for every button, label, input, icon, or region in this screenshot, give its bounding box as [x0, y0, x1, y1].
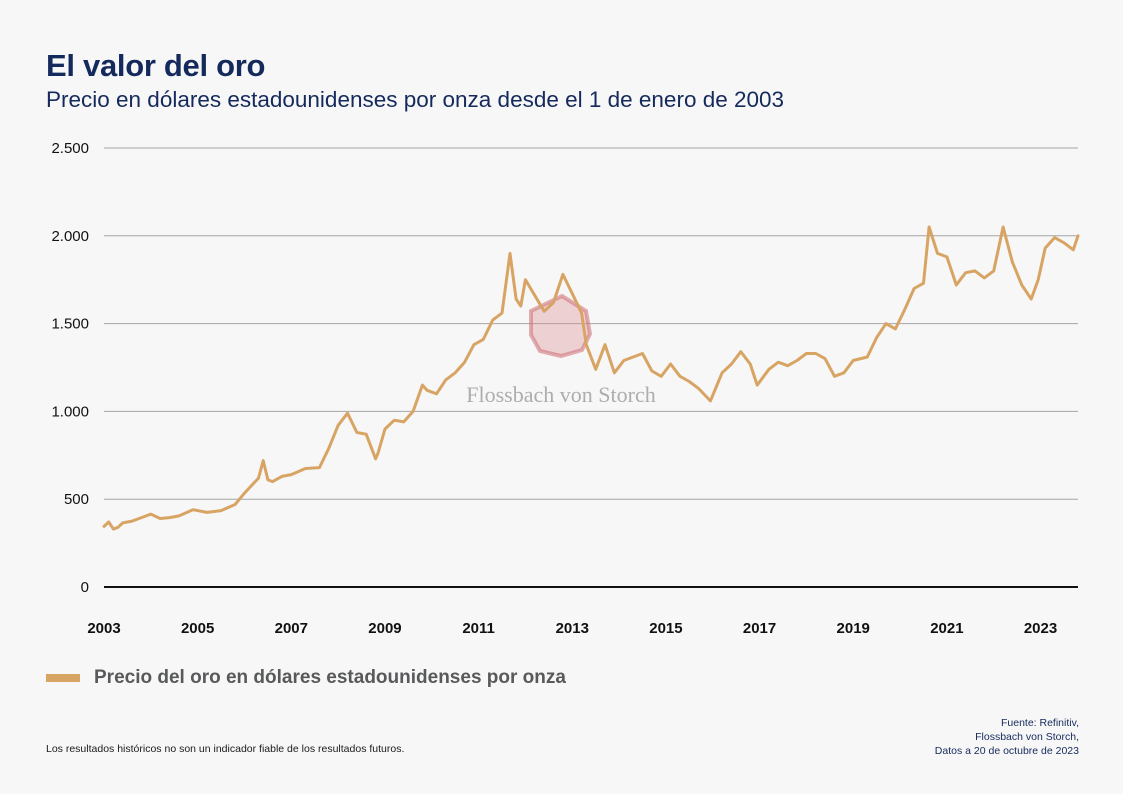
legend-swatch — [46, 674, 80, 682]
x-tick-label: 2009 — [368, 620, 401, 637]
source-note: Fuente: Refinitiv, Flossbach von Storch,… — [935, 716, 1079, 758]
x-tick-label: 2021 — [930, 620, 963, 637]
y-tick-label: 0 — [81, 579, 89, 596]
x-tick-label: 2015 — [649, 620, 682, 637]
watermark: Flossbach von Storch — [466, 293, 656, 407]
x-tick-label: 2017 — [743, 620, 776, 637]
y-tick-label: 2.000 — [51, 228, 89, 245]
x-tick-label: 2005 — [181, 620, 214, 637]
source-line: Datos a 20 de octubre de 2023 — [934, 745, 1079, 757]
chart-title: El valor del oro — [46, 48, 266, 83]
gold-price-line — [102, 225, 1080, 531]
x-tick-label: 2013 — [556, 620, 589, 637]
source-line: Fuente: Refinitiv, — [1000, 717, 1079, 729]
y-tick-label: 500 — [64, 491, 89, 508]
watermark-text: Flossbach von Storch — [466, 382, 655, 407]
y-tick-label: 2.500 — [51, 140, 89, 157]
legend-label: Precio del oro en dólares estadounidense… — [94, 667, 566, 688]
x-tick-label: 2023 — [1024, 620, 1057, 637]
x-tick-label: 2019 — [837, 620, 870, 637]
chart-subtitle: Precio en dólares estadounidenses por on… — [46, 87, 785, 112]
legend: Precio del oro en dólares estadounidense… — [46, 666, 566, 690]
x-tick-label: 2011 — [462, 620, 495, 637]
x-tick-label: 2007 — [275, 620, 308, 637]
gold-price-chart: Flossbach von Storch 0 500 1.000 1.500 2.000… — [51, 140, 1080, 637]
y-tick-label: 1.000 — [51, 403, 89, 420]
source-line: Flossbach von Storch, — [975, 731, 1079, 743]
y-tick-label: 1.500 — [51, 316, 89, 333]
disclaimer: Los resultados históricos no son un indi… — [46, 743, 405, 755]
x-tick-label: 2003 — [87, 620, 120, 637]
